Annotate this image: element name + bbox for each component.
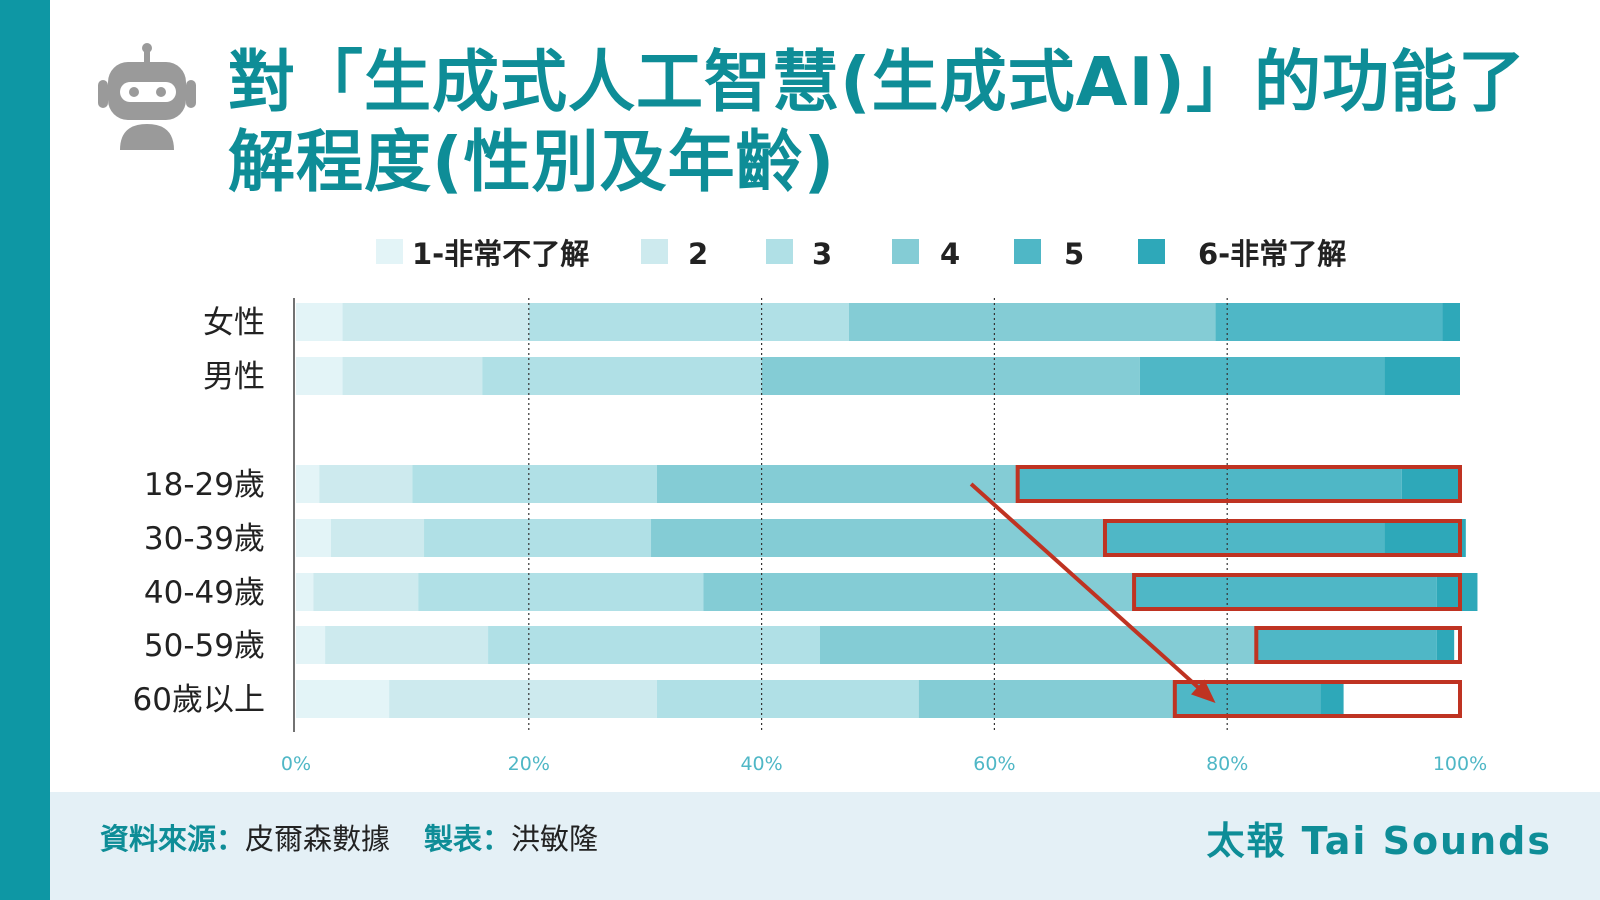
bar-segment (1134, 573, 1437, 611)
maker-label: 製表： (424, 822, 512, 856)
trend-arrow-line (969, 482, 1203, 692)
legend-label: 3 (812, 237, 832, 271)
legend-swatch (766, 239, 793, 264)
bar-segment (848, 303, 1216, 341)
highlight-box (1015, 465, 1462, 503)
bar-segment (296, 357, 343, 395)
bar-segment (488, 626, 820, 664)
category-label: 18-29歲 (144, 467, 265, 503)
bar-segment (1436, 626, 1455, 664)
bar-segment (651, 519, 1105, 557)
trend-arrow-head (1191, 679, 1216, 703)
brand-logo-text: 太報 Tai Sounds (1206, 819, 1552, 863)
category-label: 50-59歲 (144, 628, 265, 664)
legend-label: 2 (688, 237, 708, 271)
category-label: 男性 (203, 359, 265, 395)
bar-segment (1320, 680, 1344, 718)
highlight-box (1102, 519, 1462, 557)
bar-segment (703, 573, 1135, 611)
bar-segment (296, 680, 390, 718)
bar-segment (296, 626, 326, 664)
maker-value: 洪敏隆 (511, 822, 599, 856)
source-label: 資料來源： (100, 822, 246, 856)
chart-title: 對「生成式人工智慧(生成式AI)」的功能了 解程度(性別及年齡) (228, 42, 1558, 202)
bar-segment (1139, 357, 1385, 395)
legend-swatch (376, 239, 403, 264)
category-label: 40-49歲 (144, 575, 265, 611)
bar-segment (418, 573, 704, 611)
bar-segment (330, 519, 425, 557)
bar-segment (1436, 573, 1478, 611)
legend-label: 5 (1064, 237, 1084, 271)
x-tick-label: 40% (740, 753, 782, 775)
legend-swatch (892, 239, 919, 264)
bar-segment (761, 357, 1140, 395)
bar-segment (819, 626, 1257, 664)
footer: 資料來源：皮爾森數據 製表：洪敏隆 太報 Tai Sounds (50, 792, 1600, 900)
bar-segment (482, 357, 762, 395)
bar-segment (1256, 626, 1437, 664)
bar-segment (656, 680, 919, 718)
x-tick-label: 80% (1206, 753, 1248, 775)
bar-segment (325, 626, 489, 664)
category-label: 30-39歲 (144, 521, 265, 557)
bar-segment (313, 573, 419, 611)
x-tick-label: 20% (508, 753, 550, 775)
side-accent-band (0, 0, 50, 900)
bar-segment (656, 465, 1018, 503)
legend-swatch (1014, 239, 1041, 264)
x-tick-label: 100% (1433, 753, 1487, 775)
chart-title-line2: 解程度(性別及年齡) (228, 123, 836, 201)
bar-segment (389, 680, 657, 718)
bar-segment (1384, 357, 1460, 395)
bar-segment (1104, 519, 1385, 557)
footer-credits: 資料來源：皮爾森數據 製表：洪敏隆 (100, 816, 598, 858)
bar-segment (342, 357, 483, 395)
bar-segment (319, 465, 413, 503)
bar-segment (1442, 303, 1460, 341)
bar-segment (1017, 465, 1402, 503)
highlight-box (1132, 573, 1462, 611)
bar-segment (918, 680, 1175, 718)
robot-icon (98, 43, 196, 150)
category-label: 女性 (203, 305, 265, 341)
legend-swatch (1138, 239, 1165, 264)
category-label: 60歲以上 (133, 682, 265, 718)
bar-segment (412, 465, 657, 503)
bar-segment (1384, 519, 1466, 557)
bar-segment (296, 303, 343, 341)
bar-segment (528, 303, 849, 341)
chart-title-line1: 對「生成式人工智慧(生成式AI)」的功能了 (228, 43, 1527, 121)
legend-label: 1-非常不了解 (412, 237, 589, 271)
legend-label: 4 (940, 237, 960, 271)
highlight-box (1254, 626, 1463, 664)
legend-swatch (641, 239, 668, 264)
bar-segment (1401, 465, 1460, 503)
bar-segment (296, 519, 331, 557)
legend-label: 6-非常了解 (1198, 237, 1346, 271)
bar-segment (1215, 303, 1443, 341)
bar-segment (424, 519, 652, 557)
bar-segment (296, 573, 314, 611)
bar-segment (296, 465, 320, 503)
x-tick-label: 60% (973, 753, 1015, 775)
bar-segment (342, 303, 529, 341)
highlight-box (1172, 680, 1462, 718)
x-tick-label: 0% (281, 753, 311, 775)
source-value: 皮爾森數據 (245, 822, 391, 856)
